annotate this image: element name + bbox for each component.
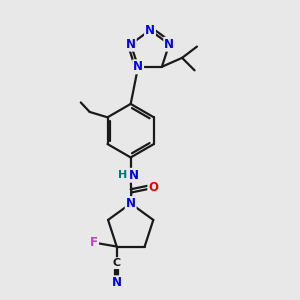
Text: N: N	[164, 38, 174, 51]
Text: N: N	[129, 169, 139, 182]
Text: N: N	[112, 276, 122, 289]
Text: C: C	[112, 258, 121, 268]
Text: F: F	[90, 236, 98, 249]
Text: N: N	[126, 197, 136, 210]
Text: H: H	[118, 170, 127, 180]
Text: N: N	[126, 38, 136, 51]
Text: N: N	[133, 60, 143, 73]
Text: N: N	[145, 24, 155, 37]
Text: O: O	[148, 181, 158, 194]
